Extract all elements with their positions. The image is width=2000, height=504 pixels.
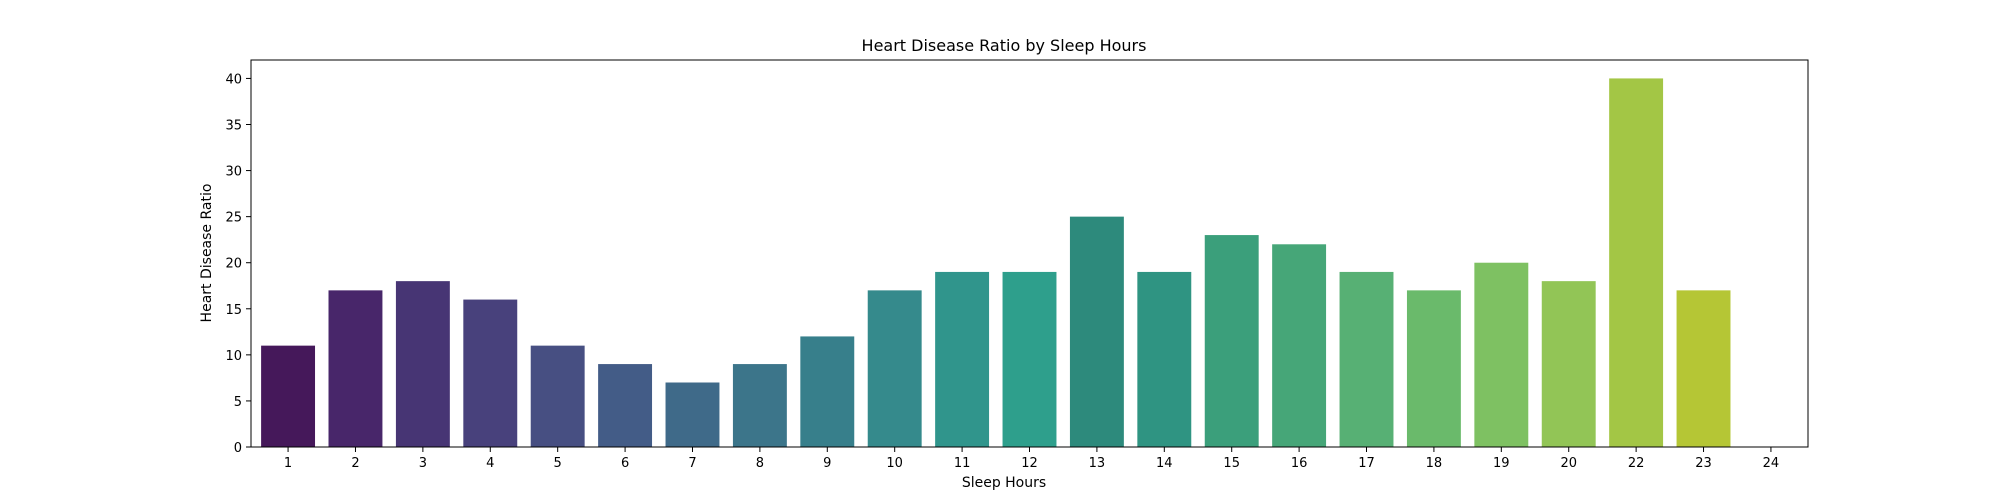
bar-23 bbox=[1676, 290, 1731, 447]
x-tick-label: 20 bbox=[1560, 456, 1577, 471]
y-tick-label: 35 bbox=[225, 119, 242, 134]
x-tick-label: 2 bbox=[351, 456, 359, 471]
x-tick-label: 9 bbox=[823, 456, 831, 471]
x-tick-label: 1 bbox=[284, 456, 292, 471]
bar-7 bbox=[665, 382, 720, 447]
bar-16 bbox=[1272, 244, 1327, 447]
bar-8 bbox=[732, 364, 787, 447]
y-tick-label: 15 bbox=[225, 303, 242, 318]
x-ticks: 1 2 3 4 5 6 7 8 9 10 11 12 13 14 15 16 17 18 19 20 22 23 24 bbox=[284, 447, 1779, 471]
x-tick-label: 13 bbox=[1089, 456, 1106, 471]
x-tick-label: 17 bbox=[1358, 456, 1375, 471]
bar-5 bbox=[530, 345, 585, 447]
bar-14 bbox=[1137, 271, 1192, 447]
y-ticks: 0 5 10 15 20 25 30 35 40 bbox=[225, 72, 251, 456]
x-tick-label: 11 bbox=[954, 456, 971, 471]
bar-13 bbox=[1069, 216, 1124, 447]
y-tick-label: 5 bbox=[234, 395, 242, 410]
bar-10 bbox=[867, 290, 922, 447]
x-tick-label: 19 bbox=[1493, 456, 1510, 471]
x-tick-label: 14 bbox=[1156, 456, 1173, 471]
bar-20 bbox=[1541, 281, 1596, 447]
x-tick-label: 15 bbox=[1223, 456, 1240, 471]
bar-15 bbox=[1204, 235, 1259, 447]
x-tick-label: 12 bbox=[1021, 456, 1038, 471]
x-tick-label: 24 bbox=[1763, 456, 1780, 471]
x-tick-label: 23 bbox=[1695, 456, 1712, 471]
x-tick-label: 22 bbox=[1628, 456, 1645, 471]
plot-frame bbox=[250, 59, 1809, 448]
bar-1 bbox=[261, 345, 316, 447]
bar-6 bbox=[598, 364, 653, 447]
bar-19 bbox=[1474, 262, 1529, 447]
bar-12 bbox=[1002, 271, 1057, 447]
x-tick-label: 6 bbox=[621, 456, 629, 471]
bar-17 bbox=[1339, 271, 1394, 447]
x-tick-label: 16 bbox=[1291, 456, 1308, 471]
y-tick-label: 0 bbox=[234, 441, 242, 456]
x-axis-label: Sleep Hours bbox=[962, 475, 1046, 491]
y-axis-label: Heart Disease Ratio bbox=[199, 184, 215, 323]
bars-layer bbox=[261, 78, 1731, 448]
x-tick-label: 18 bbox=[1426, 456, 1443, 471]
bar-18 bbox=[1406, 290, 1461, 447]
bar-3 bbox=[395, 281, 450, 447]
bar-11 bbox=[935, 271, 990, 447]
bar-22 bbox=[1609, 78, 1664, 448]
y-tick-label: 30 bbox=[225, 165, 242, 180]
bar-9 bbox=[800, 336, 855, 447]
x-tick-label: 4 bbox=[486, 456, 494, 471]
y-tick-label: 25 bbox=[225, 211, 242, 226]
y-tick-label: 10 bbox=[225, 349, 242, 364]
bar-4 bbox=[463, 299, 518, 447]
y-tick-label: 20 bbox=[225, 257, 242, 272]
y-tick-label: 40 bbox=[225, 72, 242, 87]
x-tick-label: 8 bbox=[756, 456, 764, 471]
chart-title: Heart Disease Ratio by Sleep Hours bbox=[862, 36, 1147, 55]
x-tick-label: 5 bbox=[554, 456, 562, 471]
x-tick-label: 7 bbox=[688, 456, 696, 471]
x-tick-label: 3 bbox=[419, 456, 427, 471]
bar-2 bbox=[328, 290, 383, 447]
x-tick-label: 10 bbox=[886, 456, 903, 471]
